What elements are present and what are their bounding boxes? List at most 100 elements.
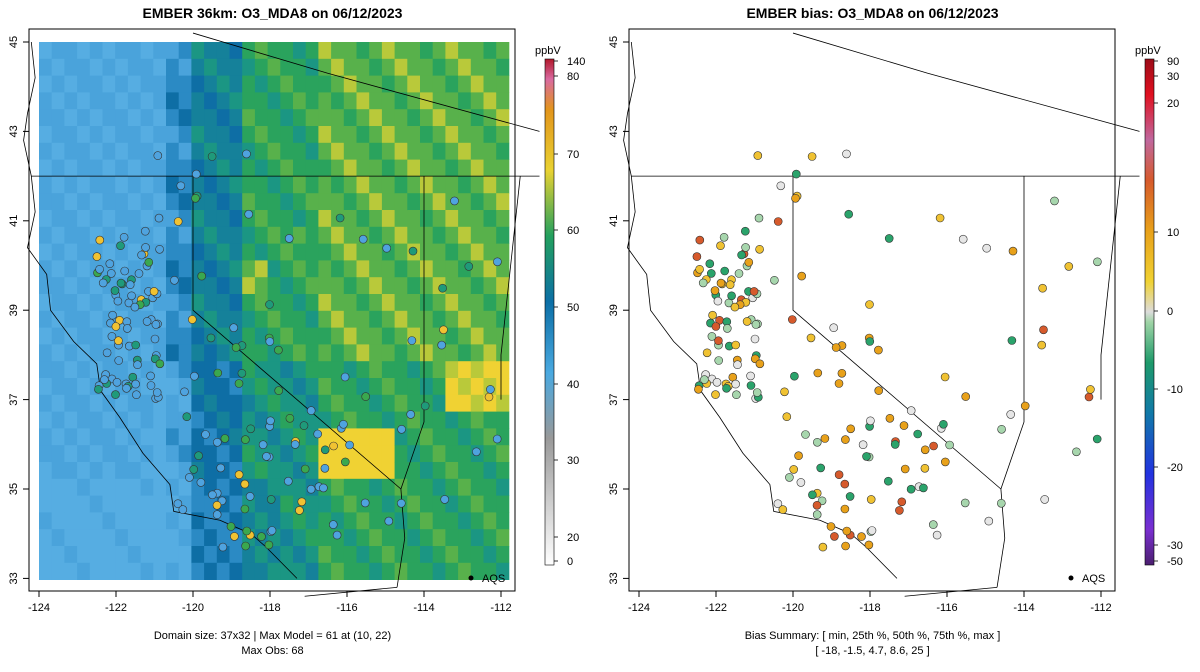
bias-point — [874, 345, 883, 355]
bias-point — [1093, 257, 1102, 267]
bias-point — [1064, 262, 1074, 271]
bias-point — [791, 194, 800, 203]
bias-point — [982, 243, 992, 253]
obs-point — [182, 412, 192, 422]
obs-point — [437, 340, 447, 350]
obs-point — [110, 286, 120, 295]
obs-point — [125, 280, 135, 290]
bias-point — [731, 340, 740, 350]
x-tick-label: -116 — [936, 602, 957, 614]
obs-point — [300, 464, 310, 474]
obs-point — [180, 387, 189, 397]
colorbar-tick-label: -10 — [1167, 384, 1183, 396]
obs-point — [152, 388, 162, 397]
obs-point — [94, 384, 103, 394]
aqs-label: AQS — [482, 573, 505, 585]
bias-point — [960, 498, 970, 508]
bias-point — [705, 259, 715, 269]
obs-point — [328, 520, 338, 529]
colorbar-tick-label: 90 — [1167, 56, 1179, 68]
bias-point — [899, 421, 909, 430]
bias-point — [755, 359, 765, 369]
y-tick-label: 33 — [608, 572, 620, 584]
obs-point — [154, 213, 164, 223]
y-tick-label: 43 — [608, 125, 620, 137]
colorbar-tick-label: 0 — [567, 556, 573, 568]
x-tick-label: -112 — [490, 602, 511, 614]
x-tick-label: -120 — [782, 602, 804, 614]
x-tick-label: -114 — [413, 602, 434, 614]
obs-point — [242, 149, 251, 159]
bias-point — [1039, 325, 1048, 335]
bias-point — [1092, 434, 1102, 444]
bias-point — [806, 333, 816, 343]
bias-point — [935, 213, 945, 223]
bias-point — [714, 356, 723, 365]
obs-point — [190, 371, 199, 381]
obs-point — [231, 343, 241, 352]
obs-point — [407, 336, 417, 345]
bias-point — [695, 264, 704, 274]
model-map: -124 -122 -120 -118 -116 -114 -112 33 35 37 39 41 4… — [8, 28, 585, 614]
colorbar-ticks: 140 80 70 60 50 40 30 20 0 — [554, 56, 585, 568]
obs-point — [484, 392, 494, 402]
obs-point — [151, 320, 161, 329]
obs-point — [439, 325, 448, 335]
bias-point — [723, 324, 732, 333]
bias-point — [928, 520, 938, 529]
model-colorbar: ppbV 140 80 70 60 50 40 30 20 0 — [535, 45, 585, 568]
bias-point — [883, 476, 893, 486]
bias-point — [820, 434, 830, 443]
obs-point — [229, 323, 238, 333]
bias-point — [897, 497, 907, 507]
x-tick-label: -112 — [1090, 602, 1111, 614]
obs-point — [92, 252, 102, 261]
y-tick-label: 37 — [608, 393, 620, 405]
bias-point — [733, 360, 742, 370]
bias-summary-values: [ -18, -1.5, 4.7, 8.6, 25 ] — [815, 645, 930, 657]
bias-point — [792, 169, 801, 179]
obs-point — [265, 337, 275, 346]
bias-point — [920, 463, 930, 473]
model-map-title: EMBER 36km: O3_MDA8 on 06/12/2023 — [142, 5, 403, 21]
bias-point — [812, 510, 822, 519]
bias-point — [932, 530, 942, 540]
obs-point — [266, 495, 276, 504]
obs-point — [264, 540, 274, 550]
y-tick-label: 37 — [8, 393, 20, 405]
bias-point — [712, 377, 722, 387]
bias-point — [725, 280, 735, 290]
bias-point — [790, 371, 799, 381]
bias-point — [929, 441, 938, 451]
obs-point — [207, 152, 217, 161]
obs-point — [133, 360, 142, 370]
obs-point — [212, 500, 222, 510]
bias-point — [752, 388, 762, 397]
obs-point — [120, 266, 129, 276]
obs-point — [361, 392, 371, 401]
obs-point — [149, 287, 159, 296]
obs-point — [189, 465, 198, 474]
obs-point — [116, 278, 126, 288]
bias-point — [773, 499, 783, 509]
obs-point — [472, 447, 481, 457]
bias-point — [801, 430, 810, 439]
obs-point — [306, 406, 316, 415]
bias-point — [1040, 495, 1050, 504]
obs-point — [114, 336, 123, 346]
bias-point — [1007, 336, 1017, 345]
colorbar-tick-label: 40 — [567, 379, 579, 391]
obs-point — [201, 430, 210, 439]
bias-point — [841, 435, 850, 444]
obs-point — [406, 410, 416, 419]
bias-point — [865, 337, 875, 346]
y-tick-label: 45 — [608, 36, 620, 48]
obs-point — [213, 368, 223, 378]
obs-point — [213, 437, 222, 447]
obs-point — [241, 435, 250, 444]
colorbar-tick-label: 20 — [1167, 98, 1179, 110]
obs-point — [107, 332, 117, 341]
obs-point — [98, 278, 108, 288]
bias-point — [842, 526, 852, 536]
obs-point — [295, 506, 304, 515]
